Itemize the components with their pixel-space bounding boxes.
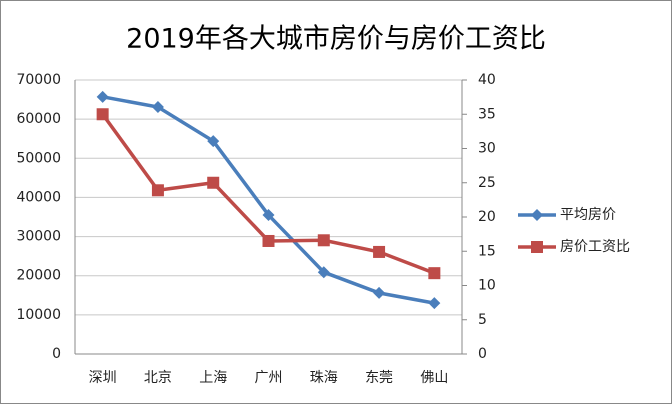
x-tick-label: 佛山 bbox=[420, 370, 448, 386]
y-tick-label: 70000 bbox=[16, 72, 61, 88]
y-tick-label: 60000 bbox=[16, 111, 61, 127]
legend-label: 平均房价 bbox=[560, 207, 616, 223]
y2-tick-label: 5 bbox=[478, 312, 487, 328]
data-point bbox=[373, 286, 386, 299]
y2-tick-label: 30 bbox=[478, 141, 496, 157]
y-tick-label: 0 bbox=[52, 346, 61, 362]
y2-tick-label: 20 bbox=[478, 209, 496, 225]
chart-title: 2019年各大城市房价与房价工资比 bbox=[126, 24, 546, 55]
y-tick-label: 10000 bbox=[16, 307, 61, 323]
data-point bbox=[207, 176, 220, 189]
y2-tick-label: 10 bbox=[478, 278, 496, 294]
data-point bbox=[428, 297, 441, 310]
x-tick-label: 深圳 bbox=[89, 370, 117, 386]
x-tick-label: 东莞 bbox=[365, 370, 393, 386]
data-point bbox=[262, 234, 275, 247]
x-tick-label: 上海 bbox=[199, 370, 227, 386]
data-point bbox=[96, 90, 109, 103]
y2-tick-label: 15 bbox=[478, 243, 496, 259]
data-point bbox=[373, 245, 386, 258]
data-point bbox=[262, 209, 275, 222]
y2-tick-label: 35 bbox=[478, 106, 496, 122]
data-point bbox=[317, 266, 330, 279]
y-tick-label: 40000 bbox=[16, 189, 61, 205]
data-point bbox=[207, 135, 220, 148]
y2-tick-label: 40 bbox=[478, 72, 496, 88]
legend-marker bbox=[531, 209, 543, 221]
x-tick-label: 珠海 bbox=[310, 370, 338, 386]
y2-tick-label: 25 bbox=[478, 175, 496, 191]
y-tick-label: 20000 bbox=[16, 268, 61, 284]
x-tick-label: 北京 bbox=[144, 370, 172, 386]
y-tick-label: 30000 bbox=[16, 229, 61, 245]
data-point bbox=[428, 267, 441, 280]
legend-marker bbox=[531, 241, 543, 253]
data-point bbox=[96, 108, 109, 121]
data-point bbox=[151, 184, 164, 197]
x-tick-label: 广州 bbox=[255, 370, 283, 386]
y-tick-label: 50000 bbox=[16, 150, 61, 166]
y2-tick-label: 0 bbox=[478, 346, 487, 362]
data-point bbox=[151, 101, 164, 114]
data-point bbox=[317, 234, 330, 247]
legend-label: 房价工资比 bbox=[560, 239, 630, 255]
